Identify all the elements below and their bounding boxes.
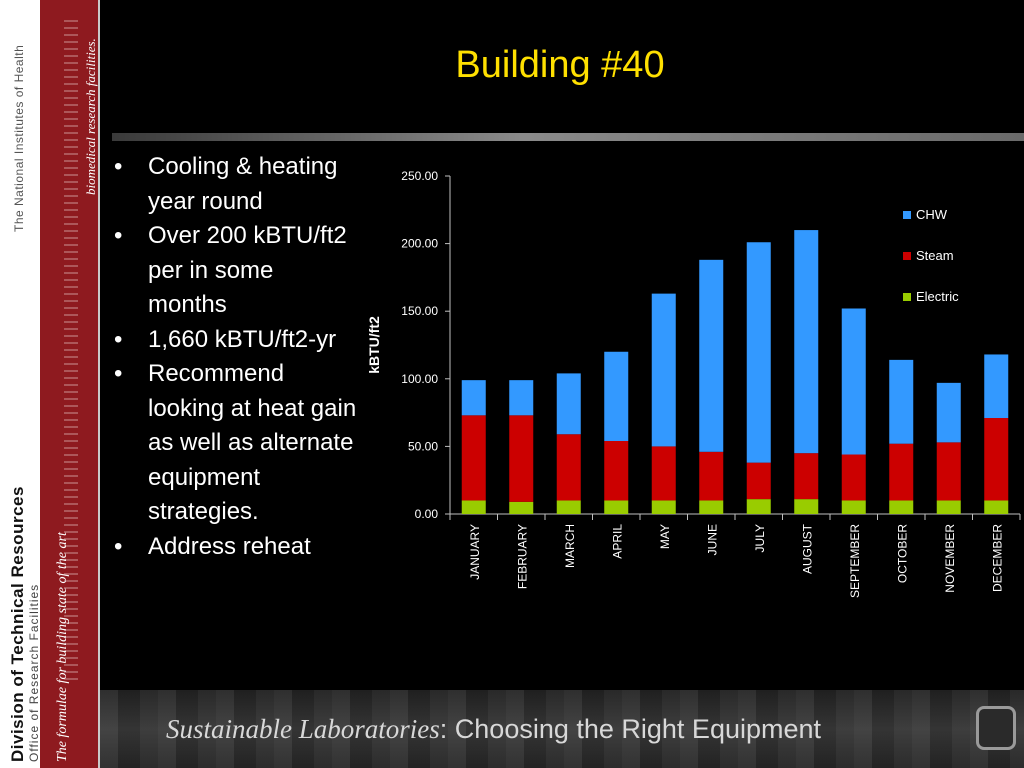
bullet-item: • Address reheat (108, 530, 358, 565)
bullet-text: Over 200 kBTU/ft2 per in some months (148, 222, 347, 318)
bar-chw-march (556, 373, 581, 435)
bullet-item: • Cooling & heating year round (108, 150, 358, 219)
x-tick-label: NOVEMBER (943, 524, 957, 593)
bar-steam-august (794, 453, 819, 500)
left-banner: Division of Technical Resources Office o… (0, 0, 100, 768)
bar-steam-february (509, 415, 534, 502)
bullet-text: Address reheat (148, 532, 311, 560)
bar-steam-june (699, 451, 724, 501)
bar-steam-december (984, 418, 1009, 501)
bar-chw-january (461, 380, 486, 416)
bar-steam-july (746, 462, 771, 500)
bar-electric-may (651, 500, 676, 514)
biomedical-label: biomedical research facilities. (83, 38, 98, 195)
x-tick-label: FEBRUARY (515, 524, 529, 589)
bar-electric-november (936, 500, 961, 514)
footer-title-rest: : Choosing the Right Equipment (439, 714, 822, 744)
footer-banner: Sustainable Laboratories: Choosing the R… (100, 690, 1024, 768)
y-tick-label: 50.00 (408, 439, 438, 453)
bar-steam-september (841, 454, 866, 501)
bar-electric-march (556, 500, 581, 514)
y-tick-label: 200.00 (401, 237, 438, 251)
bullet-dot: • (114, 325, 123, 353)
bar-chw-november (936, 382, 961, 443)
bar-chw-october (889, 359, 914, 444)
legend-swatch (903, 211, 911, 219)
bar-chw-july (746, 242, 771, 463)
bullet-item: • Recommend looking at heat gain as well … (108, 357, 358, 530)
bullet-item: • Over 200 kBTU/ft2 per in some months (108, 219, 358, 323)
nih-label: The National Institutes of Health (12, 44, 26, 232)
bar-steam-november (936, 442, 961, 501)
bar-electric-february (509, 501, 534, 514)
bar-steam-october (889, 443, 914, 501)
bullet-item: • 1,660 kBTU/ft2-yr (108, 323, 358, 358)
bar-electric-august (794, 499, 819, 514)
legend-label: CHW (916, 207, 948, 222)
footer-title: Sustainable Laboratories: Choosing the R… (166, 714, 821, 745)
x-tick-label: MARCH (563, 524, 577, 568)
banner-separator (98, 0, 100, 768)
x-tick-label: DECEMBER (990, 524, 1004, 592)
x-tick-label: APRIL (610, 524, 624, 559)
bullet-dot: • (114, 153, 123, 180)
bullet-text: Recommend looking at heat gain as well a… (148, 360, 357, 525)
x-tick-label: SEPTEMBER (848, 524, 862, 598)
bar-electric-april (604, 500, 629, 514)
formulae-label: The formulae for building state of the a… (55, 532, 70, 762)
division-label: Division of Technical Resources (8, 486, 27, 762)
banner-white-strip (0, 0, 40, 768)
legend-swatch (903, 293, 911, 301)
bar-electric-september (841, 500, 866, 514)
bar-electric-july (746, 499, 771, 514)
bar-chw-august (794, 230, 819, 454)
y-tick-label: 150.00 (401, 304, 438, 318)
y-tick-label: 100.00 (401, 372, 438, 386)
slide-title: Building #40 (455, 44, 665, 86)
office-label: Office of Research Facilities (27, 583, 41, 762)
bar-chw-december (984, 354, 1009, 419)
x-tick-label: JANUARY (468, 524, 482, 580)
bullet-dot: • (114, 532, 123, 560)
bullet-list: • Cooling & heating year round • Over 200 k… (108, 150, 358, 564)
bar-chw-september (841, 308, 866, 455)
bar-electric-october (889, 500, 914, 514)
x-tick-label: OCTOBER (895, 524, 909, 583)
x-tick-label: MAY (658, 524, 672, 549)
footer-texture (100, 690, 1024, 768)
bar-electric-december (984, 500, 1009, 514)
bar-chw-february (509, 380, 534, 416)
bar-chw-may (651, 293, 676, 447)
x-tick-label: JUNE (705, 524, 719, 555)
bar-steam-may (651, 446, 676, 501)
legend-swatch (903, 252, 911, 260)
lab-equipment-icon (976, 706, 1016, 750)
y-tick-label: 0.00 (415, 507, 439, 521)
footer-title-lead: Sustainable Laboratories (166, 714, 440, 744)
bar-electric-january (461, 500, 486, 514)
formula-decoration (64, 20, 78, 680)
y-axis-label: kBTU/ft2 (366, 316, 382, 374)
bullet-text: 1,660 kBTU/ft2-yr (148, 325, 337, 353)
bar-chw-april (604, 351, 629, 441)
x-tick-label: JULY (753, 524, 767, 552)
bullet-text: Cooling & heating year round (148, 153, 338, 215)
legend-label: Steam (916, 248, 954, 263)
bar-steam-march (556, 434, 581, 501)
banner-red-strip (40, 0, 98, 768)
bar-chw-june (699, 259, 724, 452)
bullet-dot: • (114, 222, 123, 249)
x-tick-label: AUGUST (800, 523, 814, 574)
legend-label: Electric (916, 289, 959, 304)
bar-steam-january (461, 415, 486, 501)
title-divider (112, 133, 1024, 141)
bullet-dot: • (114, 360, 123, 387)
stacked-bar-chart: 0.00 50.00 100.00 150.00 200.00 250.00 kBTU/ft… (366, 169, 1021, 598)
y-tick-label: 250.00 (401, 169, 438, 183)
bar-steam-april (604, 440, 629, 501)
bar-electric-june (699, 500, 724, 514)
